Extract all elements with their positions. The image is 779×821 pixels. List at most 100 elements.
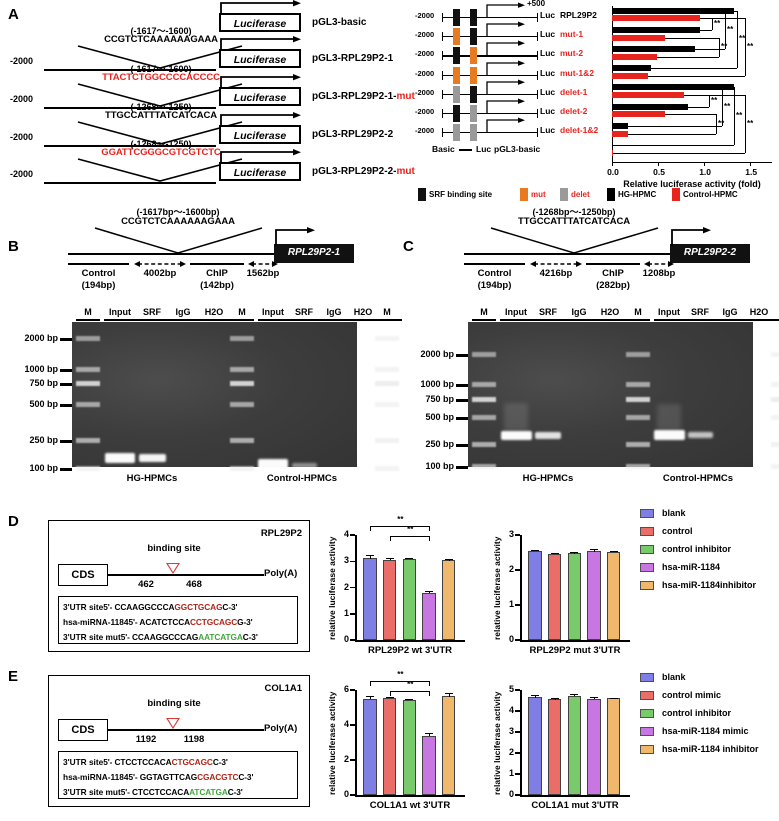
panel-d-chart-right-xlabel: RPL29P2 mut 3'UTR bbox=[529, 645, 621, 656]
schematic-luc-3: Luc bbox=[540, 67, 556, 78]
panel-a-legend-label-3: HG-HPMC bbox=[618, 190, 657, 199]
schematic-line-2 bbox=[442, 55, 538, 57]
schematic-start-label-6: -2000 bbox=[415, 126, 435, 136]
panel-a-legend-swatch-3 bbox=[607, 188, 615, 201]
chart-a-brk2-h2 bbox=[694, 49, 725, 51]
panel-e-chart-right-yticklabel-1: 1 bbox=[508, 768, 514, 778]
panel-e-binding-site-marker-inner bbox=[168, 719, 178, 727]
panel-d-chart-left-ytick-2 bbox=[350, 586, 355, 589]
panel-c-band-4 bbox=[657, 404, 681, 430]
panel-c-segment-label-2: ChIP bbox=[602, 268, 624, 279]
schematic-luc-2: Luc bbox=[540, 48, 556, 59]
panel-c-band-5 bbox=[687, 432, 713, 438]
panel-c-segment-line-2 bbox=[586, 263, 640, 265]
panel-e-seq-row-suffix-0: C-3' bbox=[212, 757, 228, 767]
panel-d-chart-left-bar-4 bbox=[441, 560, 456, 640]
plasmid-name-main-4: pGL3-RPL29P2-2- bbox=[312, 166, 397, 177]
panel-c-lane-label-1: Input bbox=[505, 307, 527, 317]
construct-range-2: (-1617～-1600) bbox=[130, 64, 192, 74]
chart-a-brk5-vert bbox=[745, 18, 747, 76]
panel-d-legend-swatch-2 bbox=[640, 545, 654, 554]
panel-d-chart-left-yticklabel-3: 3 bbox=[343, 555, 349, 566]
panel-e-legend-label-4: hsa-miR-1184 inhibitor bbox=[662, 744, 759, 754]
panel-b-ladder-dash-0 bbox=[60, 337, 72, 341]
panel-c-segment-arrow-3 bbox=[644, 261, 674, 267]
panel-e-seq-row-label-1: hsa-miRNA-1184 bbox=[63, 772, 129, 782]
panel-d-gene-name: RPL29P2 bbox=[260, 528, 302, 539]
panel-b-ladder-dash-3 bbox=[60, 403, 72, 407]
panel-b-ladder-label-5: 100 bp bbox=[29, 463, 58, 473]
panel-e-seq-row-suffix-2: C-3' bbox=[227, 787, 243, 797]
schematic-right-tick-5 bbox=[537, 109, 539, 118]
plasmid-name-suffix-2: mut bbox=[396, 91, 415, 102]
panel-d-chart-left-errorbar-cap-1 bbox=[385, 557, 394, 559]
chart-a-brk8-vert bbox=[716, 114, 718, 134]
chart-a-brk4-h1 bbox=[733, 10, 737, 12]
panel-b-ladder-band-1-3 bbox=[230, 402, 254, 407]
panel-e-chart-left-bar-4 bbox=[441, 696, 456, 795]
panel-b-ladder-band-2-3 bbox=[375, 402, 399, 407]
panel-c-ladder-label-5: 100 bp bbox=[425, 461, 454, 471]
chart-a-bar-control-3 bbox=[612, 72, 648, 80]
panel-b-ladder-band-1-5 bbox=[230, 466, 254, 471]
panel-d-letter: D bbox=[8, 513, 19, 530]
panel-c-lane-underline-1 bbox=[500, 319, 628, 321]
panel-b-ladder-band-0-5 bbox=[76, 466, 100, 471]
schematic-row-label-0: RPL29P2 bbox=[560, 10, 597, 20]
panel-c-ladder-label-3: 500 bp bbox=[425, 412, 454, 422]
panel-e-chart-right-errorbar-cap-1 bbox=[550, 697, 559, 699]
chart-a-xticklabel-0: 0.0 bbox=[607, 166, 619, 177]
panel-e-seq-row-1: hsa-miRNA-1184 5'- GGTAGTTCAGCGACGTCC-3' bbox=[63, 772, 295, 782]
plasmid-name-2: pGL3-RPL29P2-1-mut bbox=[312, 91, 415, 102]
schematic-right-tick-0 bbox=[537, 13, 539, 22]
chart-a-brk1-vert bbox=[712, 18, 714, 30]
transcription-arrow-0 bbox=[220, 0, 301, 15]
panel-e-chart-right-errorbar-cap-0 bbox=[530, 694, 539, 696]
schematic-row-label-5: delet-2 bbox=[560, 106, 588, 116]
panel-b-ladder-dash-2 bbox=[60, 382, 72, 386]
panel-d-chart-right-bar-1 bbox=[547, 553, 562, 640]
panel-e-chart-left-bar-3 bbox=[422, 735, 436, 795]
panel-e-binding-site-marker bbox=[166, 718, 180, 729]
panel-c-ladder-band-0-0 bbox=[472, 352, 496, 357]
chart-a-brk6-h2 bbox=[688, 106, 709, 108]
panel-d-chart-right-ytick-1 bbox=[515, 604, 520, 606]
schematic-tss-arrow-4 bbox=[486, 79, 525, 94]
panel-b-ladder-dash-4 bbox=[60, 439, 72, 443]
panel-d-chart-left-yaxis bbox=[355, 535, 357, 642]
luciferase-box-2: Luciferase bbox=[219, 87, 301, 106]
panel-b-ladder-label-4: 250 bp bbox=[29, 435, 58, 445]
panel-b-ladder-label-2: 750 bp bbox=[29, 378, 58, 388]
panel-b-lane-underline-0 bbox=[76, 319, 100, 321]
panel-d-chart-left-sig-bracket-1-left bbox=[389, 536, 391, 541]
panel-c-ladder-band-0-2 bbox=[472, 397, 496, 402]
construct-callout-2 bbox=[77, 83, 243, 107]
panel-d-seq-row-suffix-1: G-3' bbox=[237, 617, 253, 627]
panel-e-seq-row-0: 3'UTR site 5'- CTCCTCCACACTGCAGCC-3' bbox=[63, 757, 295, 767]
panel-d-seq-row-1: hsa-miRNA-1184 5'- ACATCTCCACCTGCAGCG-3' bbox=[63, 617, 295, 627]
panel-b-ladder-band-1-4 bbox=[230, 438, 254, 443]
chart-a-bar-control-7 bbox=[612, 149, 614, 156]
chart-a-brk5-h1 bbox=[700, 18, 745, 20]
panel-b-ladder-dash-1 bbox=[60, 368, 72, 372]
panel-d-legend-label-0: blank bbox=[662, 508, 686, 518]
panel-e-polya-label: Poly(A) bbox=[264, 723, 298, 734]
panel-b-ladder-dash-5 bbox=[60, 467, 72, 471]
panel-e-chart-right-ytick-4 bbox=[515, 710, 520, 712]
chart-a-bar-hg-6 bbox=[612, 122, 628, 129]
chart-a-brk5-h2 bbox=[647, 76, 745, 78]
panel-c-ladder-band-1-5 bbox=[626, 464, 650, 469]
construct-range-1: (-1617～-1600) bbox=[130, 26, 192, 36]
panel-e-chart-left-errorbar-cap-2 bbox=[405, 698, 414, 700]
schematic-luc-1: Luc bbox=[540, 29, 556, 40]
panel-e-chart-left-bar-0 bbox=[363, 698, 377, 795]
panel-b-lane-label-1: Input bbox=[109, 307, 131, 317]
panel-d-chart-left-errorbar-0 bbox=[369, 555, 371, 559]
panel-e-chart-left-ytick-1 bbox=[350, 759, 355, 761]
chart-a-bar-hg-4 bbox=[612, 84, 734, 91]
panel-e-chart-left-ytick-0 bbox=[350, 794, 355, 796]
schematic-tss-arrow-6 bbox=[486, 117, 525, 133]
panel-c-ladder-band-2-2 bbox=[771, 397, 779, 402]
schematic-right-tick-2 bbox=[537, 51, 539, 61]
panel-c-ladder-band-2-5 bbox=[771, 464, 779, 469]
